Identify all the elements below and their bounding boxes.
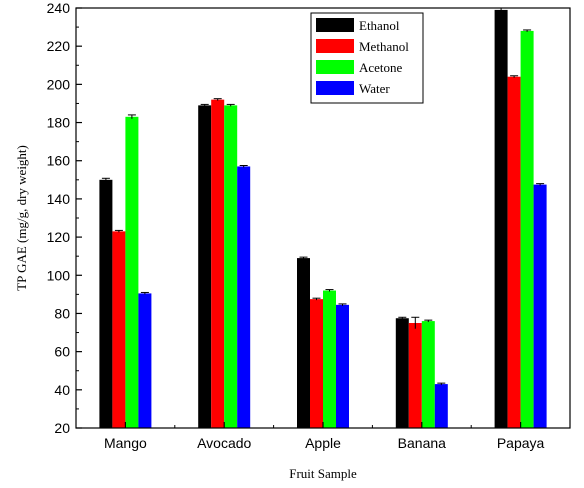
bar-water-avocado bbox=[237, 166, 251, 429]
bar-ethanol-apple bbox=[297, 258, 310, 428]
bar-ethanol-papaya bbox=[494, 9, 508, 429]
x-category-label: Mango bbox=[104, 435, 147, 451]
bar-acetone-mango bbox=[125, 116, 139, 429]
bar-acetone-papaya bbox=[520, 30, 534, 429]
y-tick-label: 240 bbox=[47, 0, 71, 16]
y-tick-label: 80 bbox=[54, 305, 70, 321]
bar-water-papaya bbox=[533, 184, 547, 428]
x-category-label: Papaya bbox=[497, 435, 545, 451]
legend-label-ethanol: Ethanol bbox=[359, 18, 400, 33]
bar-ethanol-banana bbox=[395, 318, 409, 428]
x-category-label: Avocado bbox=[197, 435, 251, 451]
y-tick-label: 140 bbox=[47, 191, 71, 207]
y-tick-label: 220 bbox=[47, 38, 71, 54]
bar-acetone-apple bbox=[323, 290, 336, 428]
legend-swatch-methanol bbox=[316, 39, 354, 53]
legend-label-water: Water bbox=[359, 81, 390, 96]
legend-label-methanol: Methanol bbox=[359, 39, 409, 54]
bar-methanol-mango bbox=[112, 231, 126, 428]
y-tick-label: 40 bbox=[54, 382, 70, 398]
bar-ethanol-avocado bbox=[198, 105, 212, 428]
y-axis-title: TP GAE (mg/g, dry weight) bbox=[14, 145, 29, 291]
bar-methanol-apple bbox=[310, 299, 323, 428]
x-axis-ticks: Mango Avocado Apple Banana Papaya bbox=[104, 422, 545, 451]
bar-water-mango bbox=[138, 293, 152, 428]
bar-acetone-banana bbox=[421, 321, 435, 428]
error-bars-group bbox=[101, 7, 545, 386]
bar-methanol-papaya bbox=[507, 76, 521, 429]
legend-swatch-water bbox=[316, 81, 354, 95]
legend-swatch-ethanol bbox=[316, 18, 354, 32]
legend: Ethanol Methanol Acetone Water bbox=[310, 12, 424, 104]
legend-swatch-acetone bbox=[316, 60, 354, 74]
bar-methanol-banana bbox=[408, 323, 422, 428]
x-category-label: Banana bbox=[398, 435, 446, 451]
bar-methanol-avocado bbox=[211, 99, 225, 429]
y-tick-label: 20 bbox=[54, 420, 70, 436]
bar-acetone-avocado bbox=[224, 105, 238, 428]
x-axis-title: Fruit Sample bbox=[289, 466, 357, 481]
legend-label-acetone: Acetone bbox=[359, 60, 403, 75]
y-tick-label: 180 bbox=[47, 115, 71, 131]
y-tick-label: 60 bbox=[54, 344, 70, 360]
y-tick-label: 160 bbox=[47, 153, 71, 169]
bars-group bbox=[99, 9, 547, 429]
x-category-label: Apple bbox=[305, 435, 341, 451]
y-tick-label: 120 bbox=[47, 229, 71, 245]
y-tick-label: 100 bbox=[47, 267, 71, 283]
bar-water-banana bbox=[434, 384, 448, 428]
y-tick-label: 200 bbox=[47, 76, 71, 92]
bar-ethanol-mango bbox=[99, 179, 113, 428]
bar-water-apple bbox=[336, 304, 349, 428]
y-axis-ticks: 20 40 60 80 100 120 140 160 180 200 220 240 bbox=[47, 0, 82, 436]
